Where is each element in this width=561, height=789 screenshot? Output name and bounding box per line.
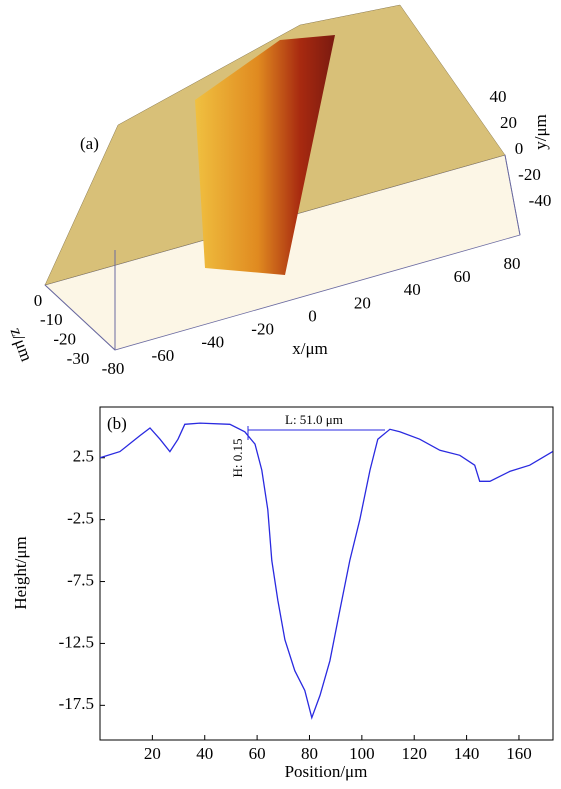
y-tick-label: 2.5: [73, 447, 94, 466]
z-tick-label: -30: [67, 349, 90, 368]
annotation: L: 51.0 μm: [285, 412, 343, 427]
profile-line: [99, 422, 554, 720]
x-tick-label: -40: [201, 333, 224, 352]
z-tick-label: -10: [40, 310, 63, 329]
y-tick-label: -20: [518, 165, 541, 184]
box-edge: [44, 284, 116, 351]
x-tick-label: 140: [454, 744, 480, 763]
y-tick-label: -40: [529, 191, 552, 210]
y-axis-label: y/μm: [531, 114, 550, 150]
x-tick-label: 80: [301, 744, 318, 763]
x-tick-label: 20: [144, 744, 161, 763]
x-tick-label: 120: [401, 744, 427, 763]
z-tick-label: 0: [34, 291, 43, 310]
groove: [195, 35, 335, 275]
y-tick-label: 20: [500, 113, 517, 132]
y-tick-label: -17.5: [59, 694, 94, 713]
x-axis-label: x/μm: [292, 339, 328, 358]
annotation: H: 0.15: [230, 439, 245, 478]
x-tick-label: 80: [504, 254, 521, 273]
x-tick-label: 60: [249, 744, 266, 763]
x-tick-label: -20: [251, 320, 274, 339]
x-tick-label: -80: [102, 359, 125, 378]
x-axis-label: Position/μm: [285, 762, 368, 781]
z-axis-label: z/μm: [7, 325, 37, 364]
y-tick-label: -7.5: [67, 570, 94, 589]
x-tick-label: 60: [454, 267, 471, 286]
y-tick-label: -2.5: [67, 509, 94, 528]
y-tick-label: 40: [490, 87, 507, 106]
x-tick-label: -60: [152, 346, 175, 365]
x-tick-label: 160: [506, 744, 532, 763]
y-tick-label: -12.5: [59, 632, 94, 651]
z-tick-label: -20: [53, 330, 76, 349]
panel-label: (b): [107, 414, 127, 433]
box-edge: [504, 154, 521, 236]
x-tick-label: 40: [196, 744, 213, 763]
y-tick-label: 0: [515, 139, 524, 158]
plot-frame: [99, 406, 554, 741]
x-tick-label: 20: [354, 293, 371, 312]
panel-label: (a): [80, 134, 99, 153]
x-tick-label: 100: [349, 744, 375, 763]
surface-plot: [44, 4, 521, 351]
y-axis-label: Height/μm: [11, 536, 30, 609]
x-tick-label: 0: [308, 306, 317, 325]
x-tick-label: 40: [404, 280, 421, 299]
